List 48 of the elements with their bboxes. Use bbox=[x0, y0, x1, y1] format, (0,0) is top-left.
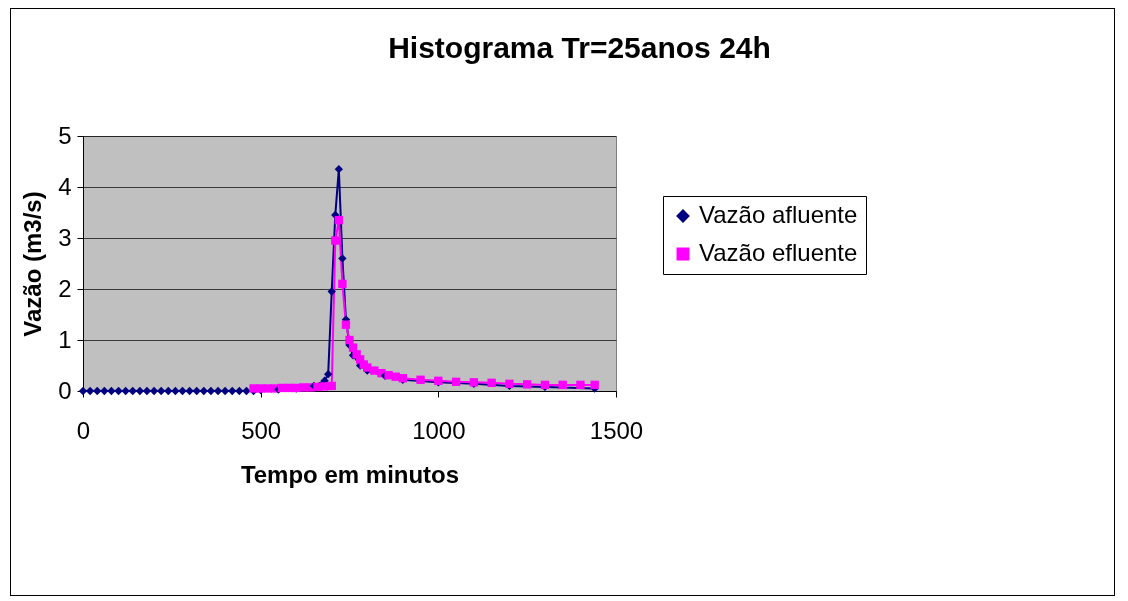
point bbox=[341, 320, 351, 329]
point bbox=[199, 386, 208, 396]
y-tick-label: 2 bbox=[58, 274, 72, 302]
point bbox=[338, 254, 347, 263]
x-tick-label: 1000 bbox=[412, 416, 466, 444]
point bbox=[93, 386, 102, 396]
point bbox=[327, 287, 336, 296]
legend-label: Vazão efluente bbox=[699, 239, 858, 266]
point bbox=[576, 380, 585, 390]
point bbox=[107, 386, 116, 396]
x-tick-label: 1500 bbox=[589, 416, 644, 444]
point bbox=[331, 236, 340, 245]
y-tick-label: 3 bbox=[58, 223, 72, 251]
point bbox=[522, 380, 532, 389]
point bbox=[345, 335, 354, 345]
point bbox=[487, 378, 496, 388]
point bbox=[178, 386, 187, 396]
point bbox=[121, 386, 130, 396]
point bbox=[416, 375, 425, 384]
chart-title: Histograma Tr=25anos 24h bbox=[388, 31, 771, 64]
y-tick-label: 0 bbox=[58, 376, 72, 404]
x-tick-label: 500 bbox=[241, 416, 282, 444]
point bbox=[192, 386, 201, 396]
point bbox=[228, 386, 237, 396]
point bbox=[185, 386, 194, 396]
point bbox=[590, 380, 599, 390]
point bbox=[324, 369, 333, 379]
point bbox=[164, 386, 173, 396]
y-tick-label: 5 bbox=[58, 121, 72, 149]
point bbox=[235, 386, 244, 396]
point bbox=[334, 164, 344, 174]
y-tick-label: 1 bbox=[58, 325, 72, 353]
point bbox=[320, 382, 329, 391]
point bbox=[334, 215, 344, 225]
x-axis-title: Tempo em minutos bbox=[240, 460, 460, 488]
x-tick-label: 0 bbox=[76, 416, 91, 444]
point bbox=[451, 377, 461, 386]
y-tick-label: 4 bbox=[58, 172, 72, 200]
point bbox=[114, 386, 123, 396]
legend-label: Vazão afluente bbox=[699, 201, 858, 228]
point bbox=[100, 386, 109, 396]
point bbox=[338, 279, 347, 289]
y-axis-title: Vazão (m3/s) bbox=[19, 191, 47, 337]
point bbox=[327, 381, 336, 391]
point bbox=[128, 386, 137, 396]
point bbox=[384, 371, 393, 380]
point bbox=[558, 380, 567, 390]
point bbox=[171, 386, 180, 396]
